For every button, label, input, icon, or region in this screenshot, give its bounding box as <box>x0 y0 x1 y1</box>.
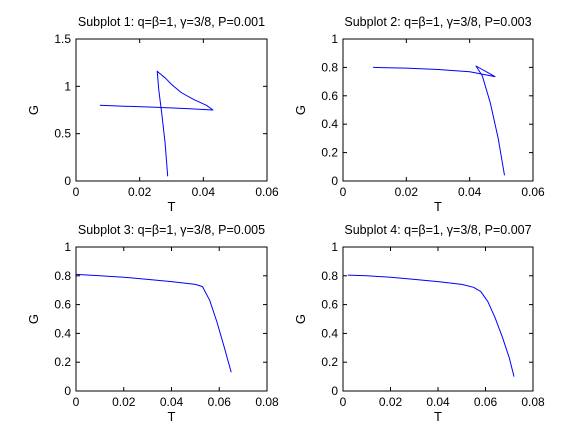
x-tick-label: 0.02 <box>112 395 136 409</box>
y-tick-label: 0.6 <box>54 298 71 312</box>
x-tick-label: 0 <box>73 185 80 199</box>
x-tick-label: 0.04 <box>458 185 482 199</box>
series-line-1 <box>373 65 505 176</box>
y-tick-label: 0.8 <box>321 269 338 283</box>
y-tick-label: 1 <box>331 32 338 46</box>
y-axis-label: G <box>293 314 308 324</box>
subplot-1: 0 0.02 0.04 0.06 0 0.5 1 1.5 Subplot 1: q=β=1, γ… <box>26 15 279 214</box>
series-line-1 <box>347 274 515 377</box>
y-axis-label: G <box>26 314 41 324</box>
y-tick-label: 0 <box>331 174 338 188</box>
x-tick-label: 0.02 <box>395 185 419 199</box>
y-tick-label: 0.4 <box>321 117 338 131</box>
x-tick-label: 0.06 <box>255 185 279 199</box>
y-axis-label: G <box>26 105 41 115</box>
series-line-1 <box>75 273 232 373</box>
y-tick-label: 1 <box>64 240 71 254</box>
axes-frame <box>342 246 534 392</box>
x-tick-label: 0 <box>340 395 347 409</box>
x-axis-label: T <box>434 409 442 424</box>
y-tick-label: 1.5 <box>54 32 71 46</box>
y-tick-label: 0 <box>64 384 71 398</box>
x-tick-label: 0.08 <box>255 395 279 409</box>
x-axis-label: T <box>168 199 176 214</box>
subplot-title: Subplot 2: q=β=1, γ=3/8, P=0.003 <box>344 15 531 29</box>
x-tick-label: 0.02 <box>128 185 152 199</box>
y-axis-label: G <box>293 105 308 115</box>
subplot-title: Subplot 1: q=β=1, γ=3/8, P=0.001 <box>78 15 265 29</box>
subplot-3: 0 0.02 0.04 0.06 0.08 0 0.2 0.4 0.6 0.8 1 Subplot 3… <box>26 223 279 424</box>
x-tick-label: 0.06 <box>208 395 232 409</box>
y-tick-label: 0.8 <box>321 60 338 74</box>
x-tick-label: 0.04 <box>426 395 450 409</box>
x-tick-label: 0.04 <box>160 395 184 409</box>
axes-frame <box>75 246 268 392</box>
y-tick-label: 0 <box>64 174 71 188</box>
y-tick-label: 0.8 <box>54 269 71 283</box>
y-tick-label: 0.2 <box>321 146 338 160</box>
x-tick-label: 0 <box>340 185 347 199</box>
subplot-title: Subplot 4: q=β=1, γ=3/8, P=0.007 <box>344 223 531 237</box>
y-tick-label: 0.6 <box>321 89 338 103</box>
y-tick-label: 0 <box>331 384 338 398</box>
x-tick-label: 0.08 <box>521 395 545 409</box>
subplot-2: 0 0.02 0.04 0.06 0 0.2 0.4 0.6 0.8 1 Subplot 2: q=… <box>293 15 545 214</box>
x-tick-label: 0.04 <box>192 185 216 199</box>
x-tick-label: 0.02 <box>379 395 403 409</box>
y-tick-label: 0.4 <box>321 326 338 340</box>
y-tick-label: 0.5 <box>54 127 71 141</box>
y-tick-label: 0.6 <box>321 298 338 312</box>
y-tick-label: 1 <box>64 79 71 93</box>
x-tick-label: 0.06 <box>474 395 498 409</box>
x-axis-label: T <box>168 409 176 424</box>
x-axis-label: T <box>434 199 442 214</box>
x-tick-label: 0 <box>73 395 80 409</box>
y-tick-label: 0.4 <box>54 326 71 340</box>
y-tick-label: 1 <box>331 240 338 254</box>
y-tick-label: 0.2 <box>321 355 338 369</box>
x-tick-label: 0.06 <box>521 185 545 199</box>
subplot-4: 0 0.02 0.04 0.06 0.08 0 0.2 0.4 0.6 0.8 1 Subplot 4… <box>293 223 545 424</box>
subplot-title: Subplot 3: q=β=1, γ=3/8, P=0.005 <box>78 223 265 237</box>
y-tick-label: 0.2 <box>54 355 71 369</box>
series-line-1 <box>99 70 214 177</box>
axes-frame <box>342 38 534 182</box>
axes-frame <box>75 38 268 182</box>
